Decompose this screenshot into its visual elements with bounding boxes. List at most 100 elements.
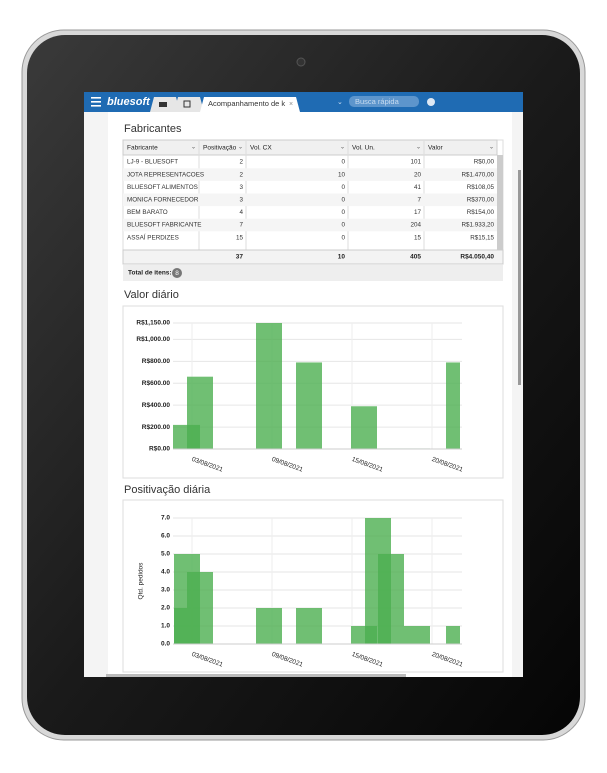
table-vscroll [497, 155, 503, 250]
row-bg [123, 168, 497, 181]
tab-chart[interactable] [174, 97, 204, 112]
cell-number: 3 [239, 184, 243, 191]
tab-title[interactable]: Acompanhamento de k [208, 99, 285, 108]
tab-active[interactable] [200, 97, 300, 112]
column-header: Vol. Un. [352, 145, 375, 152]
cell-text: BLUESOFT ALIMENTOS [127, 184, 198, 191]
cell-number: 20 [414, 171, 422, 178]
sort-icon: ⌄ [416, 145, 421, 151]
cell-text: BLUESOFT FABRICANTE [127, 222, 201, 229]
bar [446, 362, 460, 449]
y-tick-label: 2.0 [161, 605, 170, 612]
cell-number: 0 [341, 234, 345, 241]
menu-icon[interactable] [91, 97, 101, 107]
total-cell: R$4.050,40 [460, 254, 494, 261]
footer [123, 265, 503, 281]
bar [174, 608, 187, 644]
cell-number: 15 [236, 234, 244, 241]
sort-icon: ⌄ [191, 145, 196, 151]
cell-number: 7 [417, 196, 421, 203]
section-title: Fabricantes [124, 123, 182, 135]
cell-number: 7 [239, 222, 243, 229]
y-tick-label: R$200.00 [142, 424, 171, 431]
h-scrollbar[interactable] [106, 674, 406, 677]
v-scrollbar[interactable] [518, 170, 521, 385]
tab-close[interactable]: × [289, 101, 293, 108]
y-tick-label: R$600.00 [142, 380, 171, 387]
cell-number: R$15,15 [470, 234, 494, 241]
bar [256, 323, 282, 449]
cell-number: 15 [414, 234, 422, 241]
cell-text: ASSAÍ PERDIZES [127, 232, 179, 241]
bar [446, 626, 460, 644]
row-bg [123, 218, 497, 232]
chart-title: Valor diário [124, 289, 179, 301]
items-count: 8 [175, 270, 179, 277]
dropdown[interactable]: ⌄ [337, 99, 343, 106]
cell-number: 41 [414, 184, 422, 191]
cell-number: R$370,00 [467, 196, 495, 203]
cell-text: LJ-9 - BLUESOFT [127, 159, 178, 166]
y-tick-label: 5.0 [161, 551, 170, 558]
camera [296, 57, 306, 67]
cell-text: BEM BARATO [127, 209, 168, 216]
y-tick-label: R$1,000.00 [136, 336, 170, 343]
y-tick-label: 6.0 [161, 533, 170, 540]
cell-text: MONICA FORNECEDOR [127, 196, 199, 203]
sort-icon: ⌄ [238, 145, 243, 151]
bar [296, 362, 322, 449]
cell-number: 17 [414, 209, 422, 216]
y-tick-label: 1.0 [161, 623, 170, 630]
column-header: Vol. CX [250, 145, 272, 152]
cell-number: 0 [341, 184, 345, 191]
bar [256, 608, 282, 644]
total-cell: 405 [410, 254, 421, 261]
column-header: Fabricante [127, 145, 158, 152]
cell-number: R$154,00 [467, 209, 495, 216]
cell-number: R$1.933,20 [461, 222, 494, 229]
cell-number: R$1.470,00 [461, 171, 494, 178]
search-placeholder[interactable]: Busca rápida [355, 97, 400, 106]
y-tick-label: R$800.00 [142, 358, 171, 365]
cell-number: 0 [341, 196, 345, 203]
total-cell: 10 [338, 254, 346, 261]
cell-number: 3 [239, 196, 243, 203]
top-bar [84, 92, 523, 112]
y-tick-label: 4.0 [161, 569, 170, 576]
cell-number: 10 [338, 171, 346, 178]
bar [296, 608, 322, 644]
y-tick-label: R$1,150.00 [136, 320, 170, 327]
items-label: Total de itens: [128, 270, 172, 277]
cell-number: 101 [410, 159, 421, 166]
cell-number: R$108,05 [467, 184, 495, 191]
sort-icon: ⌄ [489, 145, 494, 151]
cell-number: 2 [239, 171, 243, 178]
logo[interactable]: bluesoft [107, 96, 151, 108]
bar [187, 572, 213, 644]
total-cell: 37 [236, 254, 244, 261]
cell-number: 2 [239, 159, 243, 166]
column-header: Positivação [203, 145, 237, 152]
cell-number: R$0,00 [474, 159, 495, 166]
cell-number: 0 [341, 159, 345, 166]
bar [378, 554, 404, 644]
y-tick-label: R$0.00 [149, 446, 170, 453]
y-tick-label: 0.0 [161, 641, 170, 648]
cell-number: 4 [239, 209, 243, 216]
search-box[interactable] [349, 96, 419, 107]
row-bg [123, 193, 497, 207]
cell-number: 0 [341, 222, 345, 229]
bar [351, 406, 377, 449]
screen: bluesoft Acompanhamento de k × ⌄ Busca r… [84, 92, 523, 677]
bar [404, 626, 430, 644]
items-badge [172, 268, 182, 278]
cell-number: 204 [410, 222, 421, 229]
column-header: Valor [428, 145, 444, 152]
table-header [122, 139, 498, 156]
globe[interactable] [427, 98, 435, 106]
y-tick-label: 3.0 [161, 587, 170, 594]
sort-icon: ⌄ [340, 145, 345, 151]
chart-title: Positivação diária [124, 484, 211, 496]
